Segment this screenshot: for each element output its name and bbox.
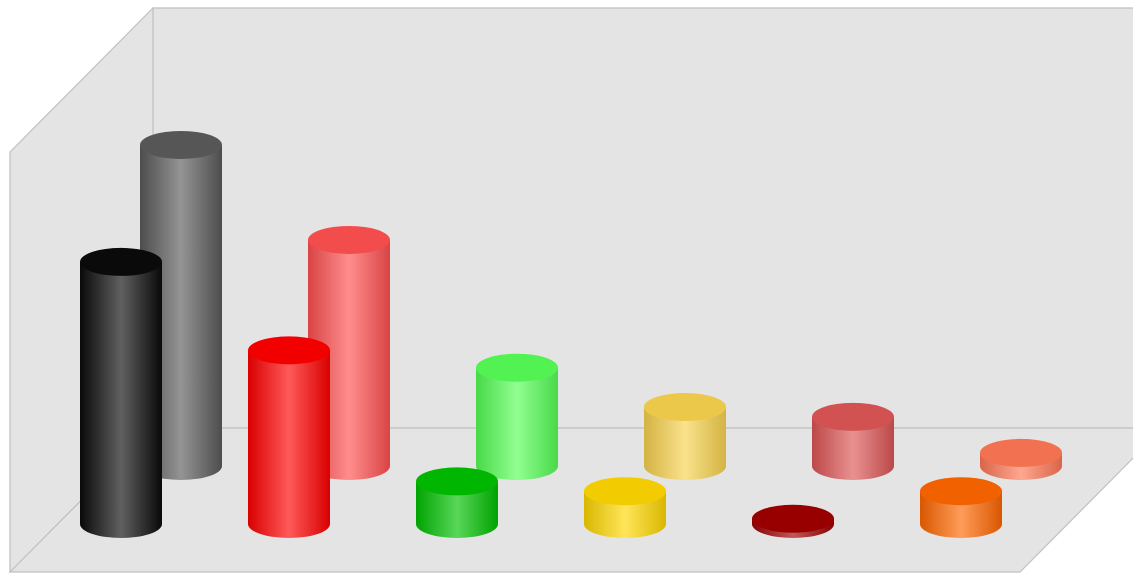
bar-top-s2-6 (980, 438, 1062, 467)
bar-s2-4 (644, 393, 726, 480)
bar-top-s2-5 (812, 402, 894, 431)
bar-s2-3 (476, 353, 558, 480)
bar-top-s1-5 (752, 504, 834, 533)
bar-top-s2-2 (308, 225, 390, 254)
bar-top-s2-3 (476, 353, 558, 382)
bar-body-s1-3 (416, 481, 498, 538)
bar-body-s1-1 (80, 261, 162, 538)
bar-s2-5 (812, 402, 894, 480)
bar-body-s2-3 (476, 367, 558, 480)
bar-s1-3 (416, 467, 498, 538)
bar-s1-2 (248, 336, 330, 538)
bar-s1-4 (584, 477, 666, 538)
bar-body-s2-4 (644, 407, 726, 480)
bar-top-s1-4 (584, 477, 666, 506)
bar-s2-6 (980, 438, 1062, 480)
bar-s1-6 (920, 477, 1002, 538)
bar-top-s2-4 (644, 393, 726, 422)
bar-top-s1-6 (920, 477, 1002, 506)
chart-marks (80, 130, 1062, 538)
bar-top-s1-1 (80, 247, 162, 276)
bar-body-s1-2 (248, 350, 330, 538)
bar-top-s1-3 (416, 467, 498, 496)
bar-body-s2-5 (812, 416, 894, 480)
bar-s1-1 (80, 247, 162, 538)
bar-top-s1-2 (248, 336, 330, 365)
bar-top-s2-1 (140, 130, 222, 159)
bar-s1-5 (752, 504, 834, 538)
